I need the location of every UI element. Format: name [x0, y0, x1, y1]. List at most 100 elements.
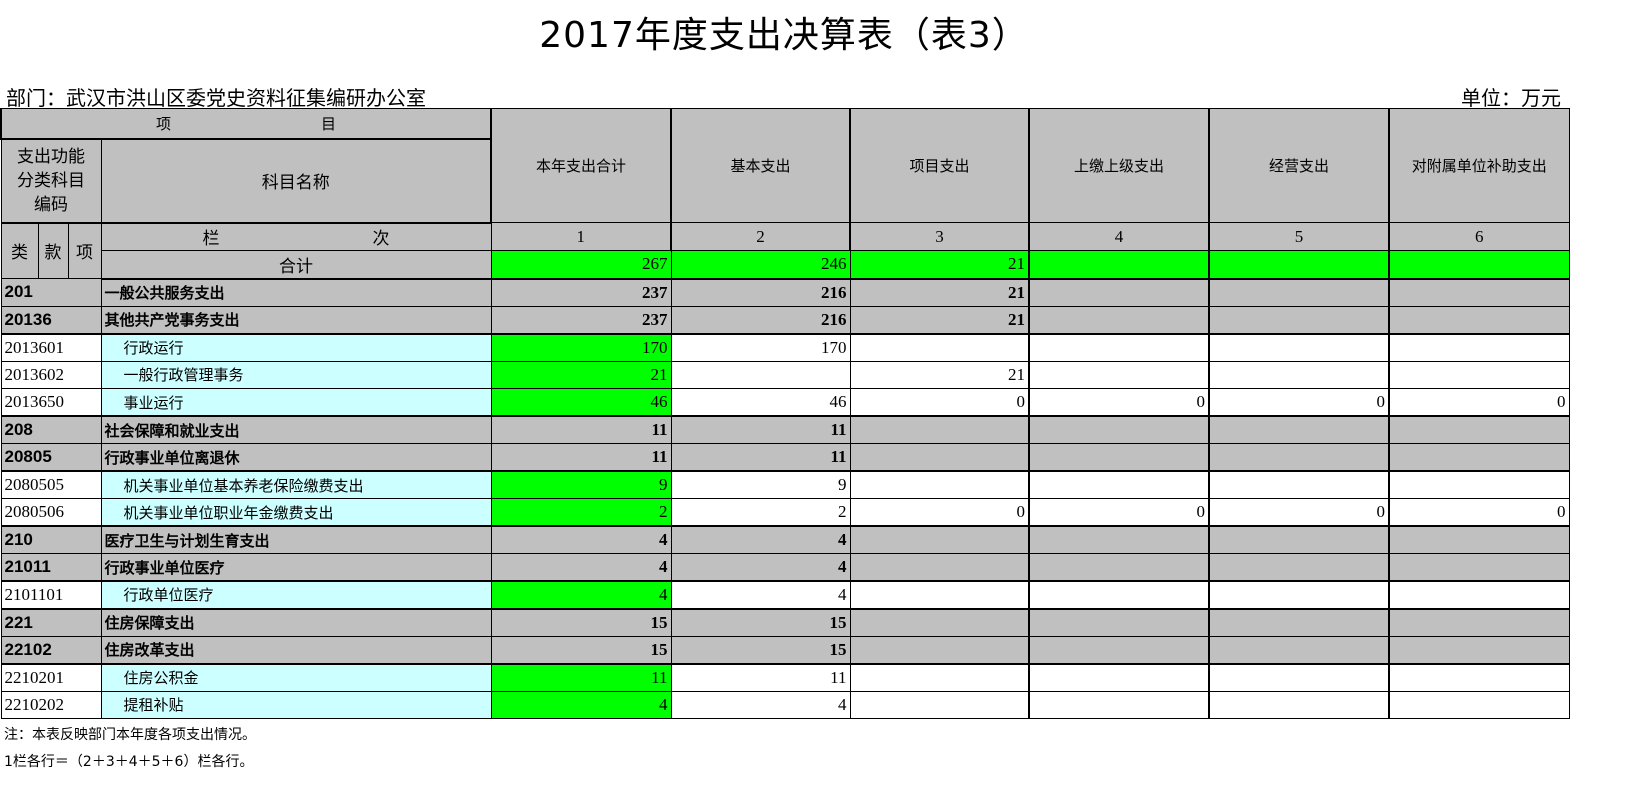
amount-cell: 237	[490, 278, 672, 307]
amount-cell	[1028, 635, 1210, 665]
amount-cell: 0	[1028, 388, 1210, 417]
amount-cell: 170	[670, 333, 851, 362]
subject-name: 行政运行	[100, 333, 492, 362]
subject-name: 机关事业单位职业年金缴费支出	[100, 498, 492, 527]
amount-cell: 21	[490, 360, 672, 389]
amount-cell	[1208, 415, 1390, 444]
item-header: 项 目	[0, 108, 492, 140]
amount-cell	[1388, 415, 1570, 444]
column-number: 4	[1028, 222, 1210, 251]
amount-cell: 11	[670, 443, 851, 472]
subject-name: 一般公共服务支出	[100, 278, 492, 307]
department-label: 部门：武汉市洪山区委党史资料征集编研办公室	[6, 86, 426, 110]
amount-cell: 0	[1028, 498, 1210, 527]
amount-cell: 21	[849, 360, 1030, 389]
subject-code: 2013650	[0, 388, 102, 417]
table-row: 2013601 行政运行 170 170	[0, 333, 1570, 362]
amount-cell	[849, 635, 1030, 665]
subject-code: 21011	[0, 553, 102, 582]
amount-cell: 15	[670, 635, 851, 665]
table-row: 201 一般公共服务支出 237 216 21	[0, 278, 1570, 307]
amount-cell	[1028, 690, 1210, 719]
amount-cell: 0	[1208, 388, 1390, 417]
amount-cell	[1388, 333, 1570, 362]
total-cell: 246	[670, 250, 851, 280]
total-cell: 21	[849, 250, 1030, 280]
subject-name: 其他共产党事务支出	[100, 305, 492, 335]
amount-cell: 9	[490, 470, 672, 499]
table-row: 2013602 一般行政管理事务 21 21	[0, 360, 1570, 389]
amount-cell	[1388, 635, 1570, 665]
xiang-header: 项	[67, 222, 102, 279]
table-row: 208 社会保障和就业支出 11 11	[0, 415, 1570, 444]
column-number: 3	[849, 222, 1030, 251]
amount-cell	[1388, 608, 1570, 637]
column-number: 5	[1208, 222, 1390, 251]
amount-cell	[849, 690, 1030, 719]
amount-cell	[1028, 333, 1210, 362]
amount-cell: 4	[490, 553, 672, 582]
amount-cell: 0	[1388, 388, 1570, 417]
amount-cell	[1028, 415, 1210, 444]
amount-cell	[849, 470, 1030, 499]
unit-label: 单位：万元	[1461, 86, 1561, 110]
amount-cell: 0	[849, 498, 1030, 527]
subject-code: 2210202	[0, 690, 102, 719]
amount-cell: 4	[490, 690, 672, 719]
subject-name: 行政单位医疗	[100, 580, 492, 610]
subject-name: 行政事业单位离退休	[100, 443, 492, 472]
amount-cell	[1028, 580, 1210, 610]
subject-name: 事业运行	[100, 388, 492, 417]
amount-cell	[1028, 360, 1210, 389]
amount-cell	[1208, 278, 1390, 307]
table-row: 2013650 事业运行 46 46 0 0 0 0	[0, 388, 1570, 417]
amount-cell: 0	[849, 388, 1030, 417]
amount-cell	[1208, 470, 1390, 499]
subject-code: 2210201	[0, 663, 102, 692]
column-header: 经营支出	[1208, 108, 1390, 223]
amount-cell: 216	[670, 305, 851, 335]
note-line: 注：本表反映部门本年度各项支出情况。	[4, 727, 256, 743]
amount-cell: 4	[670, 580, 851, 610]
table-row: 20136 其他共产党事务支出 237 216 21	[0, 305, 1570, 335]
subject-code: 22102	[0, 635, 102, 665]
amount-cell	[849, 553, 1030, 582]
amount-cell	[1028, 470, 1210, 499]
amount-cell: 2	[670, 498, 851, 527]
amount-cell: 15	[670, 608, 851, 637]
subject-code: 2013601	[0, 333, 102, 362]
subject-name: 住房公积金	[100, 663, 492, 692]
table-row: 2210201 住房公积金 11 11	[0, 663, 1570, 692]
amount-cell	[1388, 278, 1570, 307]
amount-cell: 11	[670, 415, 851, 444]
column-header: 上缴上级支出	[1028, 108, 1210, 223]
table-row: 22102 住房改革支出 15 15	[0, 635, 1570, 665]
amount-cell: 2	[490, 498, 672, 527]
amount-cell	[1388, 360, 1570, 389]
amount-cell	[849, 415, 1030, 444]
amount-cell: 11	[490, 443, 672, 472]
amount-cell	[849, 663, 1030, 692]
subject-code: 201	[0, 278, 102, 307]
amount-cell	[1388, 305, 1570, 335]
kuan-header: 款	[37, 222, 69, 279]
amount-cell: 11	[490, 663, 672, 692]
total-cell	[1028, 250, 1210, 280]
amount-cell: 21	[849, 305, 1030, 335]
column-number: 1	[490, 222, 672, 251]
amount-cell: 4	[490, 580, 672, 610]
amount-cell: 11	[670, 663, 851, 692]
amount-cell	[1028, 525, 1210, 554]
subject-code: 20805	[0, 443, 102, 472]
code-header: 支出功能分类科目编码	[0, 138, 102, 224]
amount-cell: 237	[490, 305, 672, 335]
subject-name: 提租补贴	[100, 690, 492, 719]
amount-cell	[849, 608, 1030, 637]
amount-cell	[1208, 663, 1390, 692]
amount-cell	[1028, 278, 1210, 307]
column-number: 6	[1388, 222, 1570, 251]
subject-code: 2080505	[0, 470, 102, 499]
amount-cell	[670, 360, 851, 389]
amount-cell	[1208, 443, 1390, 472]
amount-cell: 0	[1388, 498, 1570, 527]
